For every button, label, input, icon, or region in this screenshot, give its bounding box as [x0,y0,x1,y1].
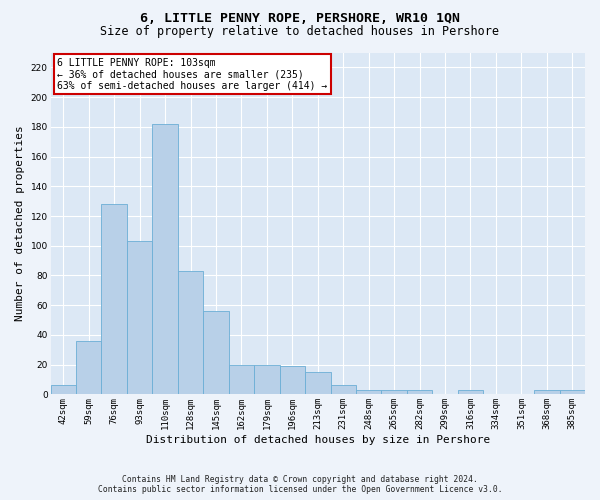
Y-axis label: Number of detached properties: Number of detached properties [15,126,25,322]
Bar [280,366,305,394]
Bar [254,364,280,394]
Bar [356,390,382,394]
Text: Contains HM Land Registry data © Crown copyright and database right 2024.
Contai: Contains HM Land Registry data © Crown c… [98,474,502,494]
Bar [127,242,152,394]
Bar [382,390,407,394]
Bar [331,386,356,394]
Bar [305,372,331,394]
Bar [76,341,101,394]
Bar [458,390,483,394]
Bar [152,124,178,394]
Bar [178,271,203,394]
Bar [560,390,585,394]
Bar [229,364,254,394]
Text: Size of property relative to detached houses in Pershore: Size of property relative to detached ho… [101,25,499,38]
Bar [534,390,560,394]
Bar [203,311,229,394]
Bar [50,386,76,394]
Bar [101,204,127,394]
X-axis label: Distribution of detached houses by size in Pershore: Distribution of detached houses by size … [146,435,490,445]
Text: 6, LITTLE PENNY ROPE, PERSHORE, WR10 1QN: 6, LITTLE PENNY ROPE, PERSHORE, WR10 1QN [140,12,460,24]
Bar [407,390,433,394]
Text: 6 LITTLE PENNY ROPE: 103sqm
← 36% of detached houses are smaller (235)
63% of se: 6 LITTLE PENNY ROPE: 103sqm ← 36% of det… [57,58,327,91]
